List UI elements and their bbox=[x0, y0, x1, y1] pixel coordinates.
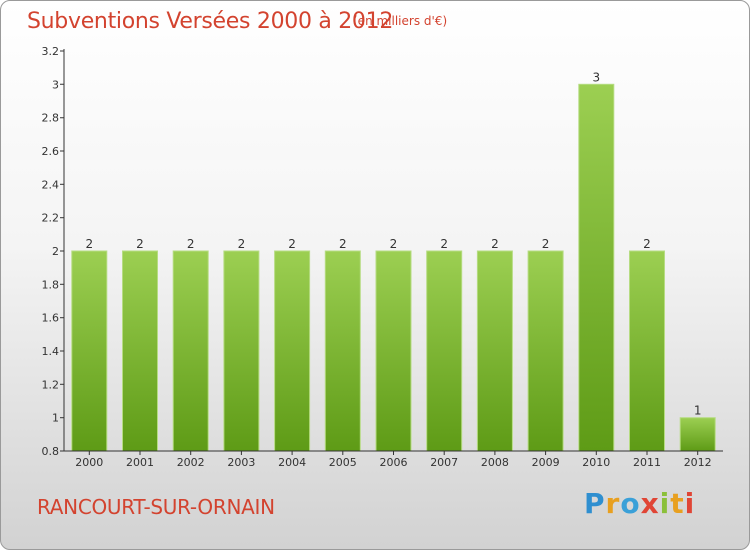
data-label: 2 bbox=[643, 237, 651, 251]
bar bbox=[324, 250, 361, 452]
bars-layer bbox=[71, 83, 716, 452]
bar bbox=[71, 250, 108, 452]
x-tick-label: 2012 bbox=[684, 456, 712, 469]
commune-name: RANCOURT-SUR-ORNAIN bbox=[37, 495, 275, 519]
y-tick-label: 1 bbox=[52, 412, 59, 425]
x-tick-label: 2007 bbox=[430, 456, 458, 469]
y-tick-label: 1.2 bbox=[42, 378, 60, 391]
bar bbox=[527, 250, 564, 452]
data-label: 2 bbox=[85, 237, 93, 251]
bar bbox=[578, 83, 615, 452]
logo-letter: r bbox=[605, 487, 621, 520]
y-tick-label: 3.2 bbox=[42, 45, 60, 58]
y-tick-label: 2 bbox=[52, 245, 59, 258]
data-label: 2 bbox=[187, 237, 195, 251]
data-label: 3 bbox=[592, 70, 600, 84]
bar bbox=[122, 250, 158, 452]
bar bbox=[375, 250, 412, 452]
y-tick-label: 2.6 bbox=[42, 145, 60, 158]
y-tick-label: 1.4 bbox=[42, 345, 60, 358]
y-tick-label: 2.2 bbox=[42, 212, 60, 225]
y-tick-label: 0.8 bbox=[42, 445, 60, 458]
y-tick-label: 1.6 bbox=[42, 312, 60, 325]
y-tick-label: 3 bbox=[52, 78, 59, 91]
x-tick-label: 2011 bbox=[633, 456, 661, 469]
logo-letter: i bbox=[684, 487, 696, 520]
x-tick-label: 2002 bbox=[177, 456, 205, 469]
data-label: 2 bbox=[339, 237, 347, 251]
y-tick-label: 2.4 bbox=[42, 178, 60, 191]
data-label: 2 bbox=[491, 237, 499, 251]
x-tick-label: 2004 bbox=[278, 456, 306, 469]
bar bbox=[476, 250, 513, 452]
data-label: 2 bbox=[440, 237, 448, 251]
bar bbox=[679, 417, 716, 452]
data-label: 2 bbox=[542, 237, 550, 251]
data-label: 2 bbox=[390, 237, 398, 251]
data-label: 1 bbox=[694, 404, 702, 418]
y-tick-label: 1.8 bbox=[42, 278, 60, 291]
data-label: 2 bbox=[136, 237, 144, 251]
x-tick-label: 2010 bbox=[582, 456, 610, 469]
bar bbox=[172, 250, 209, 452]
x-tick-label: 2006 bbox=[380, 456, 408, 469]
y-tick-label: 2.8 bbox=[42, 112, 60, 125]
bar bbox=[426, 250, 463, 452]
axis-layer bbox=[60, 49, 723, 455]
bar bbox=[274, 250, 311, 452]
x-tick-label: 2009 bbox=[532, 456, 560, 469]
labels-layer: 2 2000 2 2001 2 2002 2 2003 2 2004 2 2005 2 2006 2 2007… bbox=[42, 45, 712, 469]
x-tick-label: 2005 bbox=[329, 456, 357, 469]
data-label: 2 bbox=[238, 237, 246, 251]
chart-units: (en milliers d'€) bbox=[353, 14, 448, 28]
proxiti-logo[interactable]: Proxiti bbox=[584, 487, 695, 520]
chart-title: Subventions Versées 2000 à 2012 bbox=[27, 9, 394, 34]
logo-letter: P bbox=[584, 487, 606, 520]
logo-letter: i bbox=[659, 487, 671, 520]
bar bbox=[223, 250, 260, 452]
bar bbox=[629, 250, 665, 452]
logo-letter: x bbox=[640, 487, 660, 520]
logo-letter: t bbox=[670, 487, 685, 520]
x-tick-label: 2003 bbox=[227, 456, 255, 469]
x-tick-label: 2000 bbox=[75, 456, 103, 469]
x-tick-label: 2008 bbox=[481, 456, 509, 469]
logo-letter: o bbox=[620, 487, 641, 520]
data-label: 2 bbox=[288, 237, 296, 251]
x-tick-label: 2001 bbox=[126, 456, 154, 469]
